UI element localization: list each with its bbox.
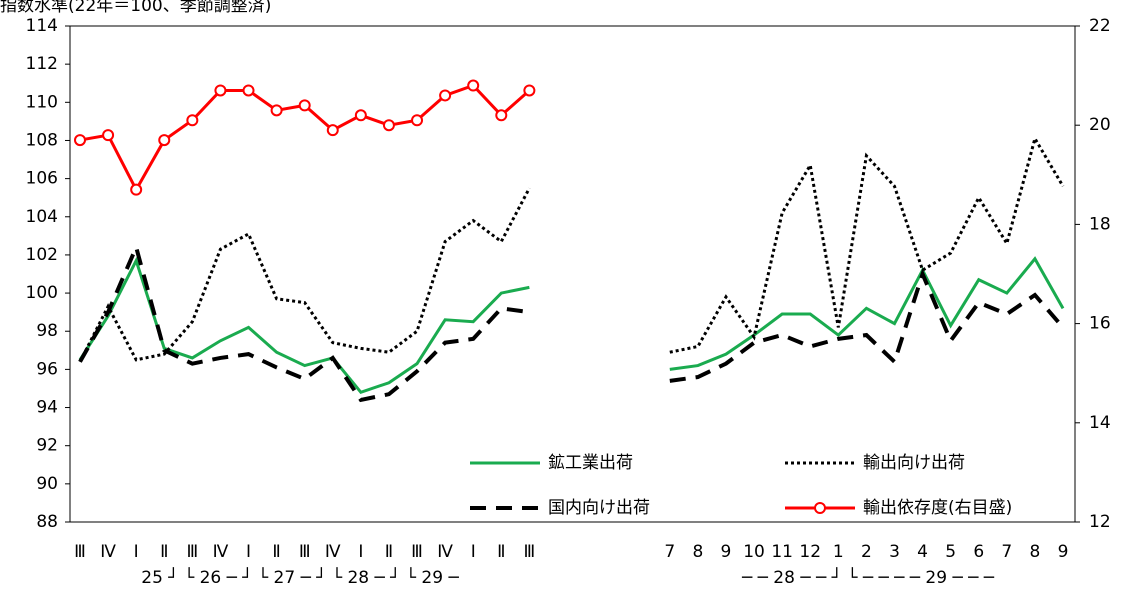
x-tick-label: Ⅱ — [497, 542, 505, 562]
x-tick-label: 2 — [861, 542, 872, 562]
x-tick-label: Ⅲ — [74, 542, 86, 562]
x-tick-label: Ⅳ — [325, 542, 341, 562]
x-tick-label: Ⅰ — [134, 542, 139, 562]
legend-label: 鉱工業出荷 — [548, 453, 633, 473]
series-line — [78, 256, 1065, 395]
x-tick-label: 9 — [1058, 542, 1069, 562]
x-tick-label: 8 — [1030, 542, 1041, 562]
series-marker — [298, 99, 311, 112]
legend-marker — [814, 502, 826, 514]
series-line — [78, 134, 1065, 363]
x-tick-label: 9 — [721, 542, 732, 562]
x-tick-label: Ⅳ — [213, 542, 229, 562]
x-tick-label: 7 — [664, 542, 675, 562]
series-marker — [74, 134, 86, 147]
x-tick-label: 11 — [771, 542, 793, 562]
legend-label: 輸出依存度(右目盛) — [863, 498, 1012, 518]
series-marker — [523, 84, 536, 97]
x-tick-label: 8 — [692, 542, 703, 562]
y2-tick-label: 12 — [1089, 512, 1111, 532]
series-marker — [130, 183, 143, 196]
x-tick-label: Ⅳ — [437, 542, 453, 562]
x-tick-label: Ⅰ — [358, 542, 363, 562]
period-label: 25 ┘ └ 26 ─ ┘ └ 27 ─ ┘ └ 28 ─ ┘ └ 29 ─ — [141, 567, 459, 588]
y-tick-label: 94 — [36, 398, 58, 418]
series-marker — [467, 79, 480, 92]
x-tick-label: Ⅲ — [186, 542, 198, 562]
x-tick-label: 3 — [889, 542, 900, 562]
x-tick-label: 10 — [743, 542, 765, 562]
x-tick-label: Ⅲ — [524, 542, 536, 562]
x-tick-label: 6 — [973, 542, 984, 562]
x-tick-label: Ⅱ — [160, 542, 168, 562]
x-tick-label: Ⅲ — [299, 542, 311, 562]
y-tick-label: 104 — [26, 207, 58, 227]
plot-frame — [69, 25, 1076, 523]
series-marker — [242, 84, 255, 97]
y-tick-label: 92 — [36, 436, 58, 456]
x-tick-label: Ⅰ — [471, 542, 476, 562]
legend-label: 国内向け出荷 — [548, 498, 650, 518]
y-tick-label: 110 — [26, 92, 58, 112]
y2-tick-label: 14 — [1089, 413, 1111, 433]
series-marker — [495, 109, 508, 122]
series-marker — [439, 89, 452, 102]
x-tick-label: 5 — [945, 542, 956, 562]
y-tick-label: 88 — [36, 512, 58, 532]
x-tick-label: 4 — [917, 542, 928, 562]
y-tick-label: 106 — [26, 169, 58, 189]
legend-label: 輸出向け出荷 — [863, 453, 965, 473]
y-tick-label: 114 — [26, 16, 58, 36]
y2-tick-label: 18 — [1089, 214, 1111, 234]
x-tick-label: Ⅲ — [411, 542, 423, 562]
series-marker — [214, 84, 227, 97]
x-tick-label: Ⅳ — [100, 542, 116, 562]
series-marker — [186, 114, 199, 127]
series-marker — [158, 134, 171, 147]
x-tick-label: 12 — [799, 542, 821, 562]
y-tick-label: 90 — [36, 474, 58, 494]
x-tick-label: Ⅱ — [272, 542, 280, 562]
y-tick-label: 112 — [26, 54, 58, 74]
period-label: ─ ─ 28 ─ ─ ┘ └ ─ ─ ─ ─ 29 ─ ─ ─ — [741, 567, 995, 588]
y-tick-label: 108 — [26, 130, 58, 150]
series-marker — [102, 129, 115, 142]
series-line — [78, 241, 1065, 403]
series-marker — [382, 119, 395, 132]
y-tick-label: 100 — [26, 283, 58, 303]
series-marker — [354, 109, 367, 122]
y2-tick-label: 16 — [1089, 314, 1111, 334]
y-tick-label: 96 — [36, 359, 58, 379]
x-tick-label: Ⅱ — [385, 542, 393, 562]
series-marker — [411, 114, 424, 127]
y-axis-label: 指数水準(22年＝100、季節調整済) — [0, 0, 271, 16]
y2-tick-label: 22 — [1089, 16, 1111, 36]
x-tick-label: Ⅰ — [246, 542, 251, 562]
series-marker — [270, 104, 283, 117]
y2-tick-label: 20 — [1089, 115, 1111, 135]
series-marker — [326, 124, 339, 137]
x-tick-label: 1 — [833, 542, 844, 562]
x-tick-label: 7 — [1001, 542, 1012, 562]
y-tick-label: 102 — [26, 245, 58, 265]
y-tick-label: 98 — [36, 321, 58, 341]
